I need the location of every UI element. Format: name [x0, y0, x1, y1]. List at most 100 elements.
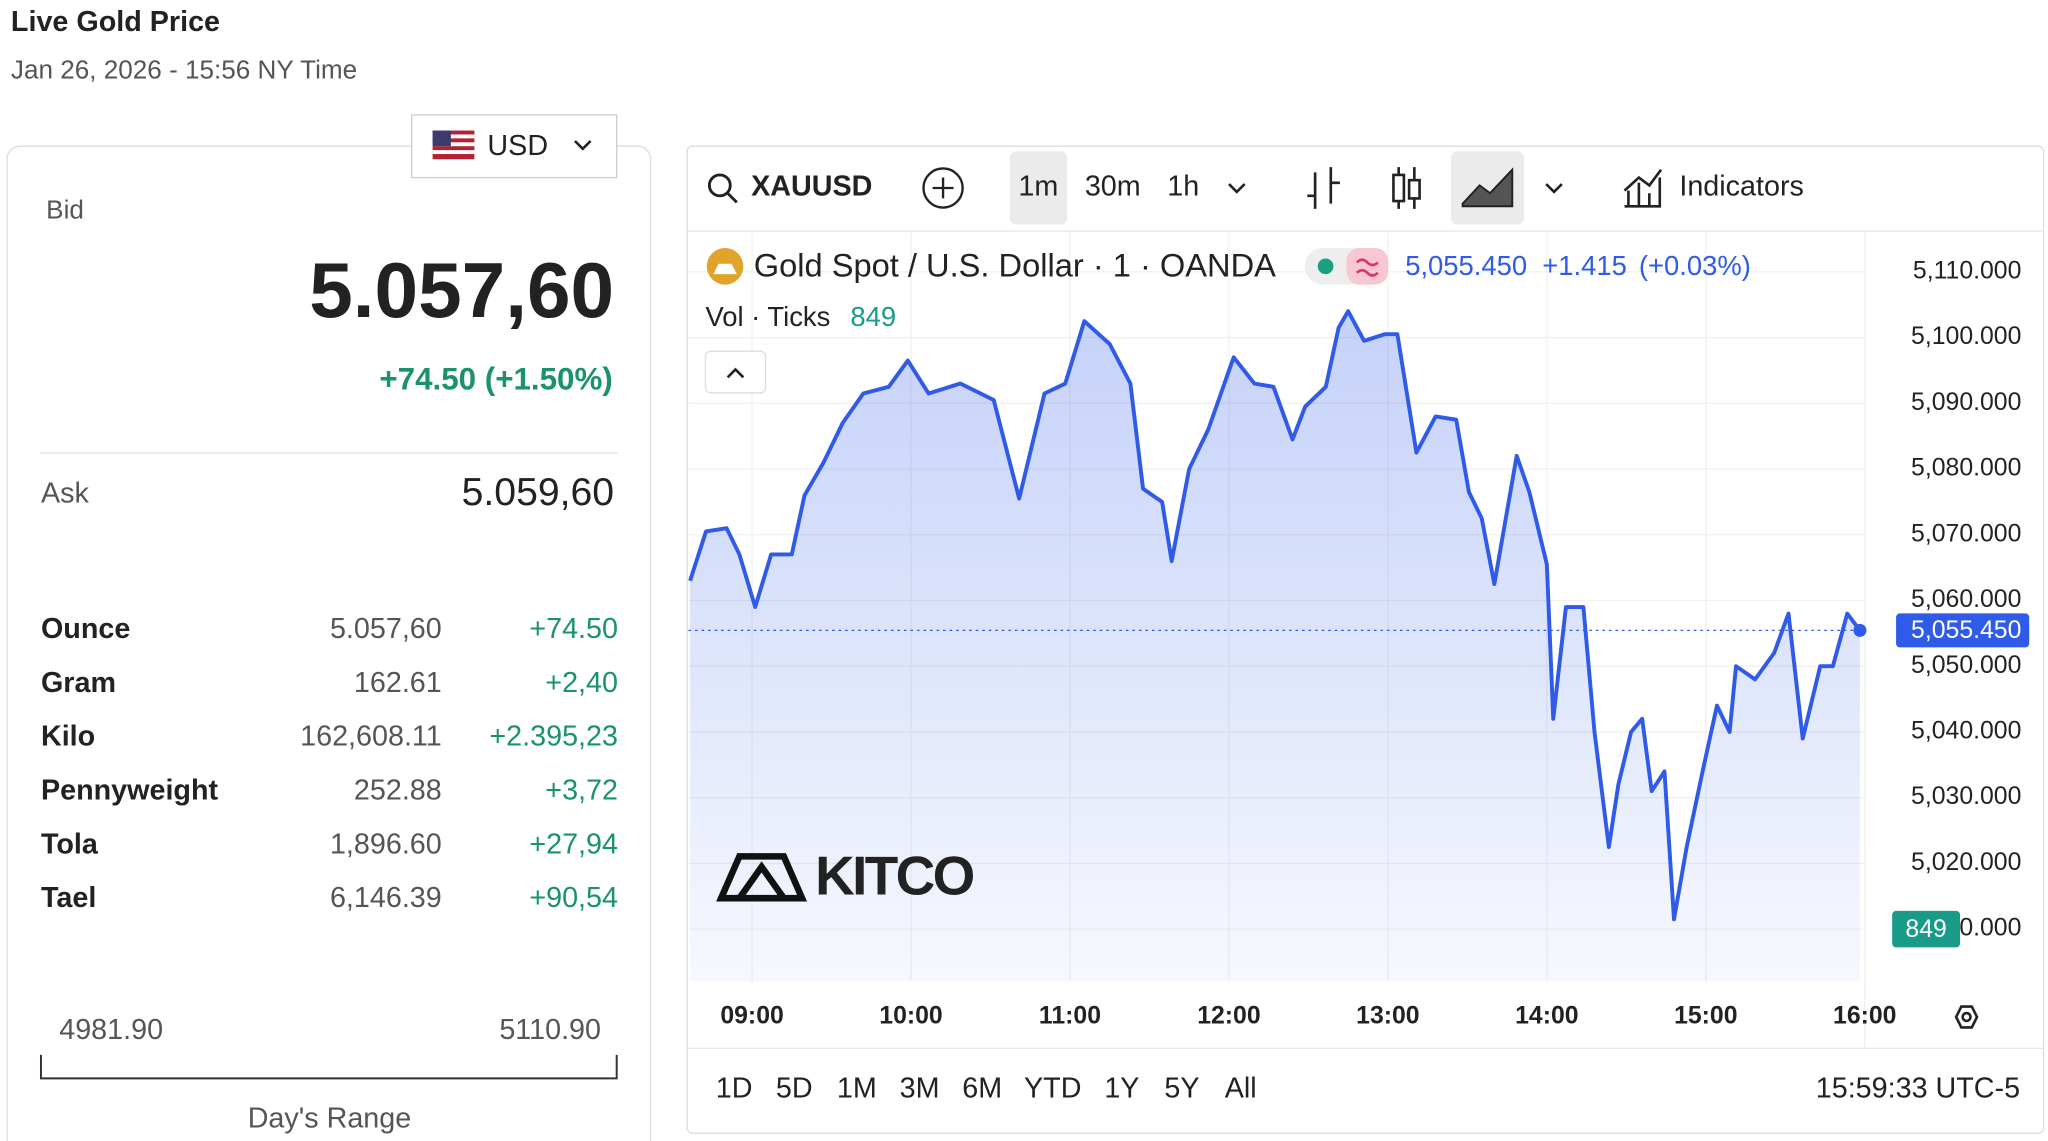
- chart-panel: [686, 145, 2045, 1134]
- flag-canton: [432, 130, 451, 147]
- unit-table: Ounce 5.057,60 +74.50 Gram 162.61 +2,40 Kilo 16…: [41, 613, 618, 914]
- flag-stripe: [432, 134, 475, 139]
- unit-price: 1,896.60: [330, 828, 442, 860]
- range-high: 5110.90: [499, 1014, 601, 1046]
- y-tick-label: 5,090.000: [1911, 389, 2021, 416]
- chevron[interactable]: [1228, 183, 1246, 194]
- price-line: [688, 309, 1862, 922]
- chevron[interactable]: [1545, 183, 1563, 194]
- x-tick-label: 13:00: [1356, 1003, 1419, 1030]
- period[interactable]: YTD: [1024, 1073, 1081, 1105]
- unit-name: Tael: [41, 882, 96, 914]
- timestamp: Jan 26, 2026 - 15:56 NY Time: [11, 55, 357, 85]
- unit-change: +2.395,23: [489, 721, 618, 753]
- x-tick-label: 12:00: [1197, 1003, 1260, 1030]
- x-tick-label: 10:00: [879, 1003, 942, 1030]
- clock: 15:59:33 UTC-5: [1816, 1073, 2020, 1105]
- last-price-badge: [1896, 613, 2030, 648]
- volume-badge-label: 849: [1905, 916, 1946, 943]
- page-title: Live Gold Price: [11, 6, 220, 38]
- y-tick-label: 5,070.000: [1911, 520, 2021, 547]
- y-tick-label: 5,030.000: [1911, 783, 2021, 810]
- candles-icon: [1407, 178, 1421, 200]
- delay-badge: [1346, 248, 1389, 285]
- indicators-button[interactable]: Indicators: [1623, 168, 1804, 208]
- interval[interactable]: 30m: [1085, 171, 1141, 203]
- period[interactable]: 1M: [837, 1073, 877, 1105]
- y-tick-label: 5,020.000: [1911, 849, 2021, 876]
- price-panel: [6, 145, 652, 1141]
- period[interactable]: All: [1225, 1073, 1257, 1105]
- period-bar: 1D 5D 1M 3M 6M YTD 1Y 5Y All: [716, 1073, 1257, 1105]
- ask-price: 5.059,60: [462, 471, 614, 514]
- chart-title: Gold Spot / U.S. Dollar · 1 · OANDA: [754, 246, 1276, 283]
- bars-icon[interactable]: [1307, 167, 1340, 209]
- plus-icon: [932, 177, 954, 199]
- unit-change: +27,94: [529, 828, 618, 860]
- interval[interactable]: 1m: [1018, 171, 1058, 203]
- x-tick-label: 11:00: [1039, 1003, 1101, 1030]
- unit-change: +90,54: [529, 882, 618, 914]
- volume-badge: [1892, 910, 1961, 948]
- x-tick-label: 16:00: [1833, 1003, 1896, 1030]
- last-price-label: 5,055.450: [1911, 617, 2021, 644]
- period[interactable]: 1Y: [1104, 1073, 1139, 1105]
- y-tick-label: 5,080.000: [1911, 455, 2021, 482]
- compare-button[interactable]: [922, 167, 964, 209]
- interval[interactable]: 1h: [1167, 171, 1199, 203]
- active-interval: [1009, 151, 1068, 225]
- range-label: Day's Range: [248, 1103, 412, 1135]
- flag-stripe: [432, 142, 475, 147]
- market-open: [1317, 258, 1334, 275]
- bid-change: +74.50 (+1.50%): [379, 361, 612, 396]
- range-bar: [39, 1054, 618, 1080]
- search-icon: [726, 192, 738, 204]
- currency-button[interactable]: [411, 114, 618, 179]
- unit-price: 6,146.39: [330, 882, 442, 914]
- currency-label: USD: [487, 130, 548, 162]
- volume-label: Vol · Ticks: [705, 301, 830, 332]
- legend-change-pct: (+0.03%): [1639, 250, 1751, 281]
- period[interactable]: 1D: [716, 1073, 753, 1105]
- unit-price: 162,608.11: [300, 721, 442, 753]
- settings-icon: [1954, 1005, 1979, 1029]
- settings-icon: [1961, 1011, 1972, 1023]
- unit-price: 252.88: [354, 775, 442, 807]
- unit-name: Ounce: [41, 613, 130, 645]
- x-tick-label: 14:00: [1515, 1003, 1578, 1030]
- period[interactable]: 5D: [776, 1073, 813, 1105]
- last-point: [1853, 623, 1867, 637]
- chevron: [573, 140, 592, 151]
- indicators-icon: [1623, 168, 1663, 208]
- bid-price: 5.057,60: [309, 246, 614, 334]
- delay-icon: [1355, 258, 1379, 277]
- symbol[interactable]: XAUUSD: [751, 171, 872, 203]
- plus-icon: [922, 167, 964, 209]
- y-tick-label: 5,110.000: [1913, 257, 2021, 284]
- y-tick-label: 5,100.000: [1911, 323, 2021, 350]
- unit-change: +3,72: [545, 775, 618, 807]
- plot: 5,010.0005,020.0005,030.0005,040.0005,05…: [688, 232, 2030, 1030]
- area-icon: [1461, 167, 1514, 208]
- logo-text: KITCO: [815, 844, 973, 906]
- period[interactable]: 5Y: [1164, 1073, 1199, 1105]
- legend-last: 5,055.450: [1405, 250, 1527, 281]
- symbol-search[interactable]: XAUUSD: [707, 171, 872, 204]
- indicators-label[interactable]: Indicators: [1679, 171, 1804, 203]
- period[interactable]: 3M: [900, 1073, 940, 1105]
- x-tick-label: 15:00: [1674, 1003, 1737, 1030]
- search-icon: [707, 173, 732, 198]
- period[interactable]: 6M: [962, 1073, 1002, 1105]
- ask-label: Ask: [41, 477, 90, 509]
- candles-icon: [1392, 173, 1406, 203]
- unit-price: 162.61: [354, 667, 442, 699]
- chevron: [726, 367, 745, 379]
- currency-select[interactable]: USD: [411, 114, 618, 179]
- y-tick-label: 5,060.000: [1911, 586, 2021, 613]
- price-area: [690, 311, 1860, 982]
- range-low: 4981.90: [59, 1014, 163, 1046]
- kitco-logo: [716, 853, 808, 902]
- collapse-button[interactable]: [704, 350, 767, 394]
- volume-value: 849: [850, 301, 896, 332]
